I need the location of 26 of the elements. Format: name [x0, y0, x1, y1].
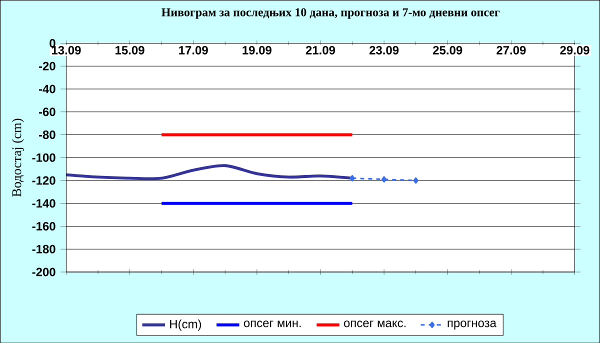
legend-label: прогноза [448, 320, 496, 330]
legend-label: опсег мин. [244, 320, 301, 328]
y-tick-label: -200 [32, 268, 56, 276]
y-tick-label: -180 [32, 244, 56, 254]
x-tick-label: 27.09 [496, 46, 526, 54]
y-tick-label: -120 [32, 176, 56, 185]
y-tick-label: 0 [50, 38, 56, 48]
x-tick-label: 23.09 [369, 46, 399, 54]
chart-title: Нивограм за последњих 10 дана, прогноза и 7-мо дневни опсег [162, 8, 500, 19]
y-axis-title: Водостај (cm) [12, 118, 24, 197]
x-tick-label: 17.09 [179, 46, 208, 54]
y-tick-label: -160 [32, 222, 56, 230]
x-tick-label: 29.09 [560, 46, 590, 54]
x-tick-label: 13.09 [52, 46, 81, 54]
y-tick-label: -100 [32, 153, 56, 162]
y-tick-label: -140 [32, 199, 56, 208]
y-tick-label: -20 [38, 62, 56, 70]
x-tick-label: 15.09 [116, 46, 144, 54]
x-tick-label: 19.09 [242, 46, 272, 54]
y-tick-label: -60 [38, 108, 56, 116]
y-tick-label: -40 [38, 84, 56, 94]
y-tick-label: -80 [38, 130, 56, 139]
x-tick-label: 21.09 [306, 46, 336, 54]
x-tick-label: 25.09 [433, 46, 462, 54]
legend-label: H(cm) [170, 319, 202, 331]
legend-label: опсег макс. [344, 320, 406, 328]
